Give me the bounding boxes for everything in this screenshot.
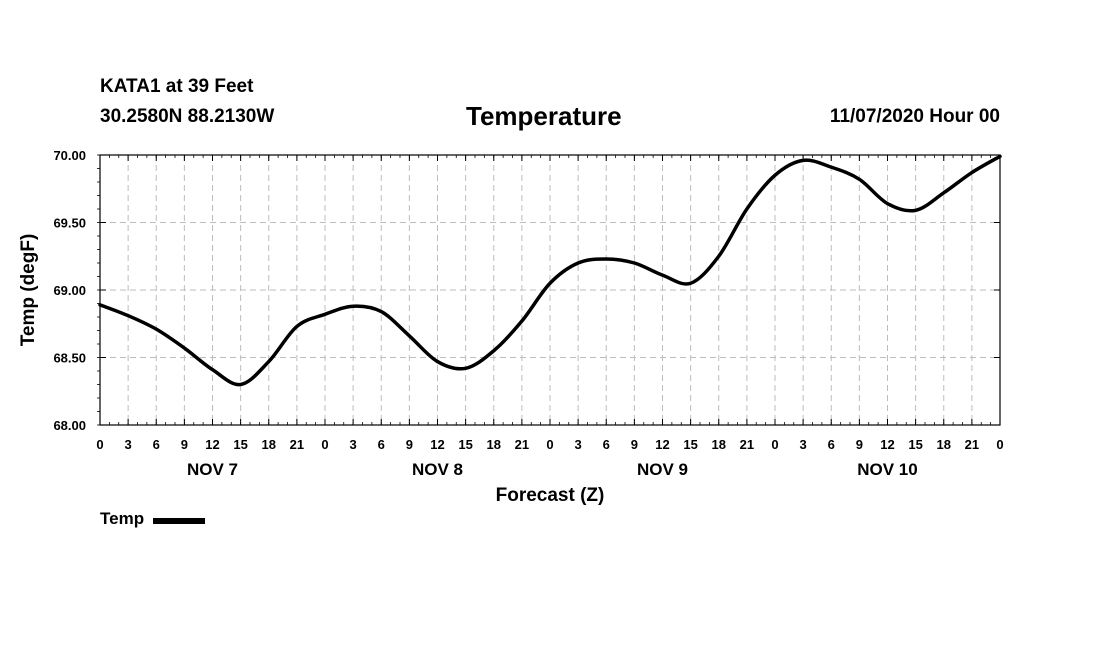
x-axis-title: Forecast (Z) bbox=[496, 485, 605, 506]
x-tick-label: 15 bbox=[908, 437, 922, 452]
x-tick-label: 6 bbox=[153, 437, 160, 452]
plot-frame bbox=[99, 154, 1001, 426]
x-tick-label: 21 bbox=[740, 437, 754, 452]
forecast-datetime: 11/07/2020 Hour 00 bbox=[829, 106, 1000, 127]
x-tick-label: 6 bbox=[828, 437, 835, 452]
axis-labels: 0 3 6 9 12 15 18 21 0 3 6 9 12 15 18 21 0 3 6 9 12 15 18 21 0 3 6 9… bbox=[53, 148, 1003, 479]
x-tick-label: 0 bbox=[996, 437, 1003, 452]
y-axis-title: Temp (degF) bbox=[18, 234, 39, 347]
x-tick-label: 18 bbox=[487, 437, 501, 452]
y-tick-label: 68.50 bbox=[53, 351, 86, 366]
day-label: NOV 10 bbox=[857, 460, 917, 479]
x-tick-label: 12 bbox=[430, 437, 444, 452]
y-tick-label: 69.00 bbox=[53, 283, 86, 298]
x-tick-label: 3 bbox=[575, 437, 582, 452]
y-tick-label: 69.50 bbox=[53, 216, 86, 231]
x-tick-label: 15 bbox=[458, 437, 472, 452]
x-tick-label: 0 bbox=[96, 437, 103, 452]
y-tick-label: 68.00 bbox=[53, 418, 86, 433]
station-title: KATA1 at 39 Feet bbox=[100, 76, 254, 97]
x-tick-label: 15 bbox=[233, 437, 247, 452]
x-tick-label: 9 bbox=[181, 437, 188, 452]
x-tick-label: 21 bbox=[965, 437, 979, 452]
chart-title: Temperature bbox=[466, 101, 622, 131]
grid-lines bbox=[100, 155, 1000, 425]
x-tick-label: 9 bbox=[856, 437, 863, 452]
x-tick-label: 21 bbox=[290, 437, 304, 452]
legend-line-swatch bbox=[153, 517, 206, 524]
y-tick-label: 70.00 bbox=[53, 148, 86, 163]
day-label: NOV 7 bbox=[187, 460, 238, 479]
day-label: NOV 8 bbox=[412, 460, 463, 479]
x-tick-label: 6 bbox=[378, 437, 385, 452]
x-tick-label: 3 bbox=[125, 437, 132, 452]
x-tick-label: 18 bbox=[712, 437, 726, 452]
day-label: NOV 9 bbox=[637, 460, 688, 479]
legend-label: Temp bbox=[100, 509, 145, 528]
x-tick-label: 15 bbox=[683, 437, 697, 452]
x-tick-label: 12 bbox=[205, 437, 219, 452]
x-tick-label: 9 bbox=[631, 437, 638, 452]
legend: Temp bbox=[100, 509, 206, 529]
x-tick-label: 18 bbox=[262, 437, 276, 452]
x-tick-label: 0 bbox=[771, 437, 778, 452]
x-tick-label: 12 bbox=[655, 437, 669, 452]
x-tick-label: 3 bbox=[800, 437, 807, 452]
station-coordinates: 30.2580N 88.2130W bbox=[100, 106, 275, 127]
x-tick-label: 18 bbox=[937, 437, 951, 452]
x-tick-label: 0 bbox=[546, 437, 553, 452]
x-tick-label: 6 bbox=[603, 437, 610, 452]
x-tick-label: 3 bbox=[350, 437, 357, 452]
x-tick-label: 0 bbox=[321, 437, 328, 452]
x-tick-label: 9 bbox=[406, 437, 413, 452]
x-tick-label: 12 bbox=[880, 437, 894, 452]
x-tick-label: 21 bbox=[515, 437, 529, 452]
